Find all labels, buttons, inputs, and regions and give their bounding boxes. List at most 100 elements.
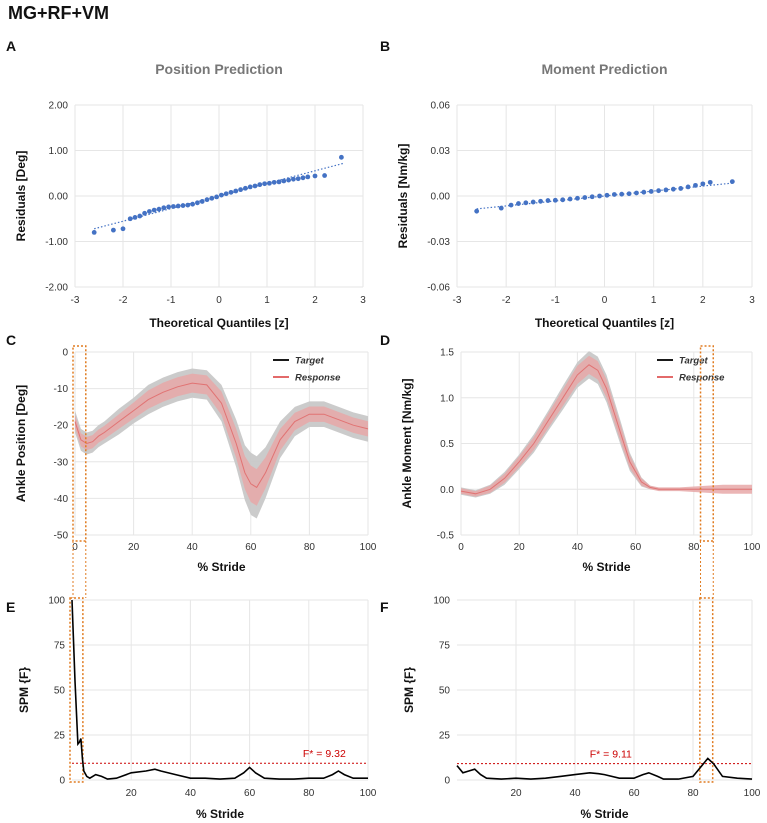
data-point	[498, 205, 504, 211]
y-tick-label: 0.00	[431, 192, 451, 203]
x-tick-label: 0	[602, 295, 608, 306]
y-tick-label: 2.00	[49, 101, 69, 112]
data-point	[685, 184, 691, 190]
y-tick-label: -10	[54, 384, 69, 395]
data-point	[175, 203, 181, 209]
spm-curve	[456, 757, 753, 780]
data-point	[648, 189, 654, 194]
x-tick-label: 80	[304, 542, 316, 553]
x-tick-label: 80	[688, 542, 700, 553]
x-axis-label: % Stride	[196, 807, 244, 821]
data-point	[147, 209, 152, 214]
target-sd-band	[75, 368, 368, 519]
x-tick-label: -1	[551, 295, 560, 306]
data-point	[223, 191, 229, 197]
data-point	[228, 189, 234, 195]
y-tick-label: -2.00	[45, 283, 68, 294]
x-tick-label: 20	[510, 788, 522, 799]
data-point	[271, 179, 277, 185]
y-axis-label: Ankle Moment [Nm/kg]	[400, 378, 414, 508]
x-axis-label: % Stride	[197, 560, 245, 574]
x-tick-label: 0	[458, 542, 464, 553]
y-tick-label: 0.03	[431, 146, 451, 157]
data-point	[619, 191, 625, 197]
x-axis-label: % Stride	[580, 807, 628, 821]
x-tick-label: 60	[244, 788, 256, 799]
y-axis-label: Residuals [Nm/kg]	[396, 144, 410, 249]
data-point	[508, 202, 514, 208]
x-tick-label: 80	[687, 788, 699, 799]
x-tick-label: -1	[167, 295, 176, 306]
band-plot-d: 0 20 40 60 80 100 1.5 1.0 0.5 0.0 -0.5 % Stride Ankl…	[400, 345, 761, 574]
x-tick-label: 60	[245, 542, 257, 553]
x-axis-label: Theoretical Quantiles [z]	[149, 316, 288, 330]
data-point	[678, 186, 684, 191]
panel-letter-e: E	[6, 599, 16, 615]
x-tick-label: 3	[749, 295, 755, 306]
legend-response-label: Response	[295, 373, 341, 384]
y-tick-label: -20	[54, 421, 69, 432]
x-axis-label: Theoretical Quantiles [z]	[535, 316, 674, 330]
data-point	[267, 180, 272, 186]
data-point	[582, 195, 588, 200]
x-axis-label: % Stride	[582, 560, 630, 574]
data-point	[305, 174, 311, 180]
y-tick-label: 50	[54, 686, 66, 697]
y-tick-label: -50	[54, 531, 69, 542]
data-point	[156, 206, 162, 212]
y-tick-label: -30	[54, 457, 69, 468]
panel-letter-b: B	[380, 38, 391, 54]
x-tick-label: 40	[187, 542, 199, 553]
legend-target-label: Target	[295, 356, 325, 367]
y-tick-label: 1.00	[49, 146, 69, 157]
data-point	[567, 196, 573, 202]
data-point	[219, 192, 224, 198]
data-point	[286, 177, 291, 183]
qq-plot-a: -3 -2 -1 0 1 2 3 2.00 1.00 0.00 -1.00 -2.00 Theoreti…	[14, 61, 366, 330]
panel-letter-f: F	[380, 599, 389, 615]
y-axis-label: SPM {F}	[402, 667, 416, 713]
data-point	[626, 191, 632, 197]
data-point	[252, 183, 258, 189]
data-point	[120, 226, 126, 232]
panel-letter-c: C	[6, 332, 17, 348]
x-tick-label: 60	[628, 788, 640, 799]
data-point	[204, 197, 210, 203]
x-tick-label: 0	[216, 295, 222, 306]
data-point	[209, 195, 215, 201]
x-tick-label: -3	[453, 295, 462, 306]
x-tick-label: -3	[71, 295, 80, 306]
figure-title: MG+RF+VM	[8, 3, 110, 23]
y-axis-label: Residuals [Deg]	[14, 151, 28, 242]
highlight-connectors	[72, 541, 714, 598]
y-tick-label: 50	[439, 686, 451, 697]
response-sd-band	[75, 373, 368, 506]
x-tick-label: 40	[569, 788, 581, 799]
y-tick-label: -0.06	[427, 283, 450, 294]
data-point	[127, 216, 133, 222]
data-point	[656, 188, 661, 194]
y-tick-label: 75	[54, 641, 66, 652]
spm-curve	[71, 599, 368, 780]
spm-plot-e: 20 40 60 80 100 100 75 50 25 0 % Stride SPM {F} F* =…	[17, 596, 377, 822]
y-tick-label: 1.5	[440, 348, 454, 359]
x-tick-label: 20	[128, 542, 140, 553]
data-point	[214, 194, 220, 200]
x-tick-label: 1	[651, 295, 657, 306]
y-tick-label: -40	[54, 494, 69, 505]
highlight-window	[69, 597, 84, 783]
data-point	[530, 199, 536, 205]
data-point	[142, 210, 148, 216]
data-point	[560, 197, 566, 203]
data-point	[276, 179, 282, 185]
data-point	[238, 187, 244, 193]
x-tick-label: 0	[72, 542, 78, 553]
data-point	[247, 184, 253, 190]
y-tick-label: 0.5	[440, 439, 454, 450]
data-point	[180, 203, 186, 208]
qq-plot-b: -3 -2 -1 0 1 2 3 0.06 0.03 0.00 -0.03 -0.06 Theoreti…	[396, 61, 755, 330]
data-point	[243, 185, 248, 191]
y-tick-label: 100	[48, 596, 65, 607]
y-tick-label: 25	[439, 731, 451, 742]
